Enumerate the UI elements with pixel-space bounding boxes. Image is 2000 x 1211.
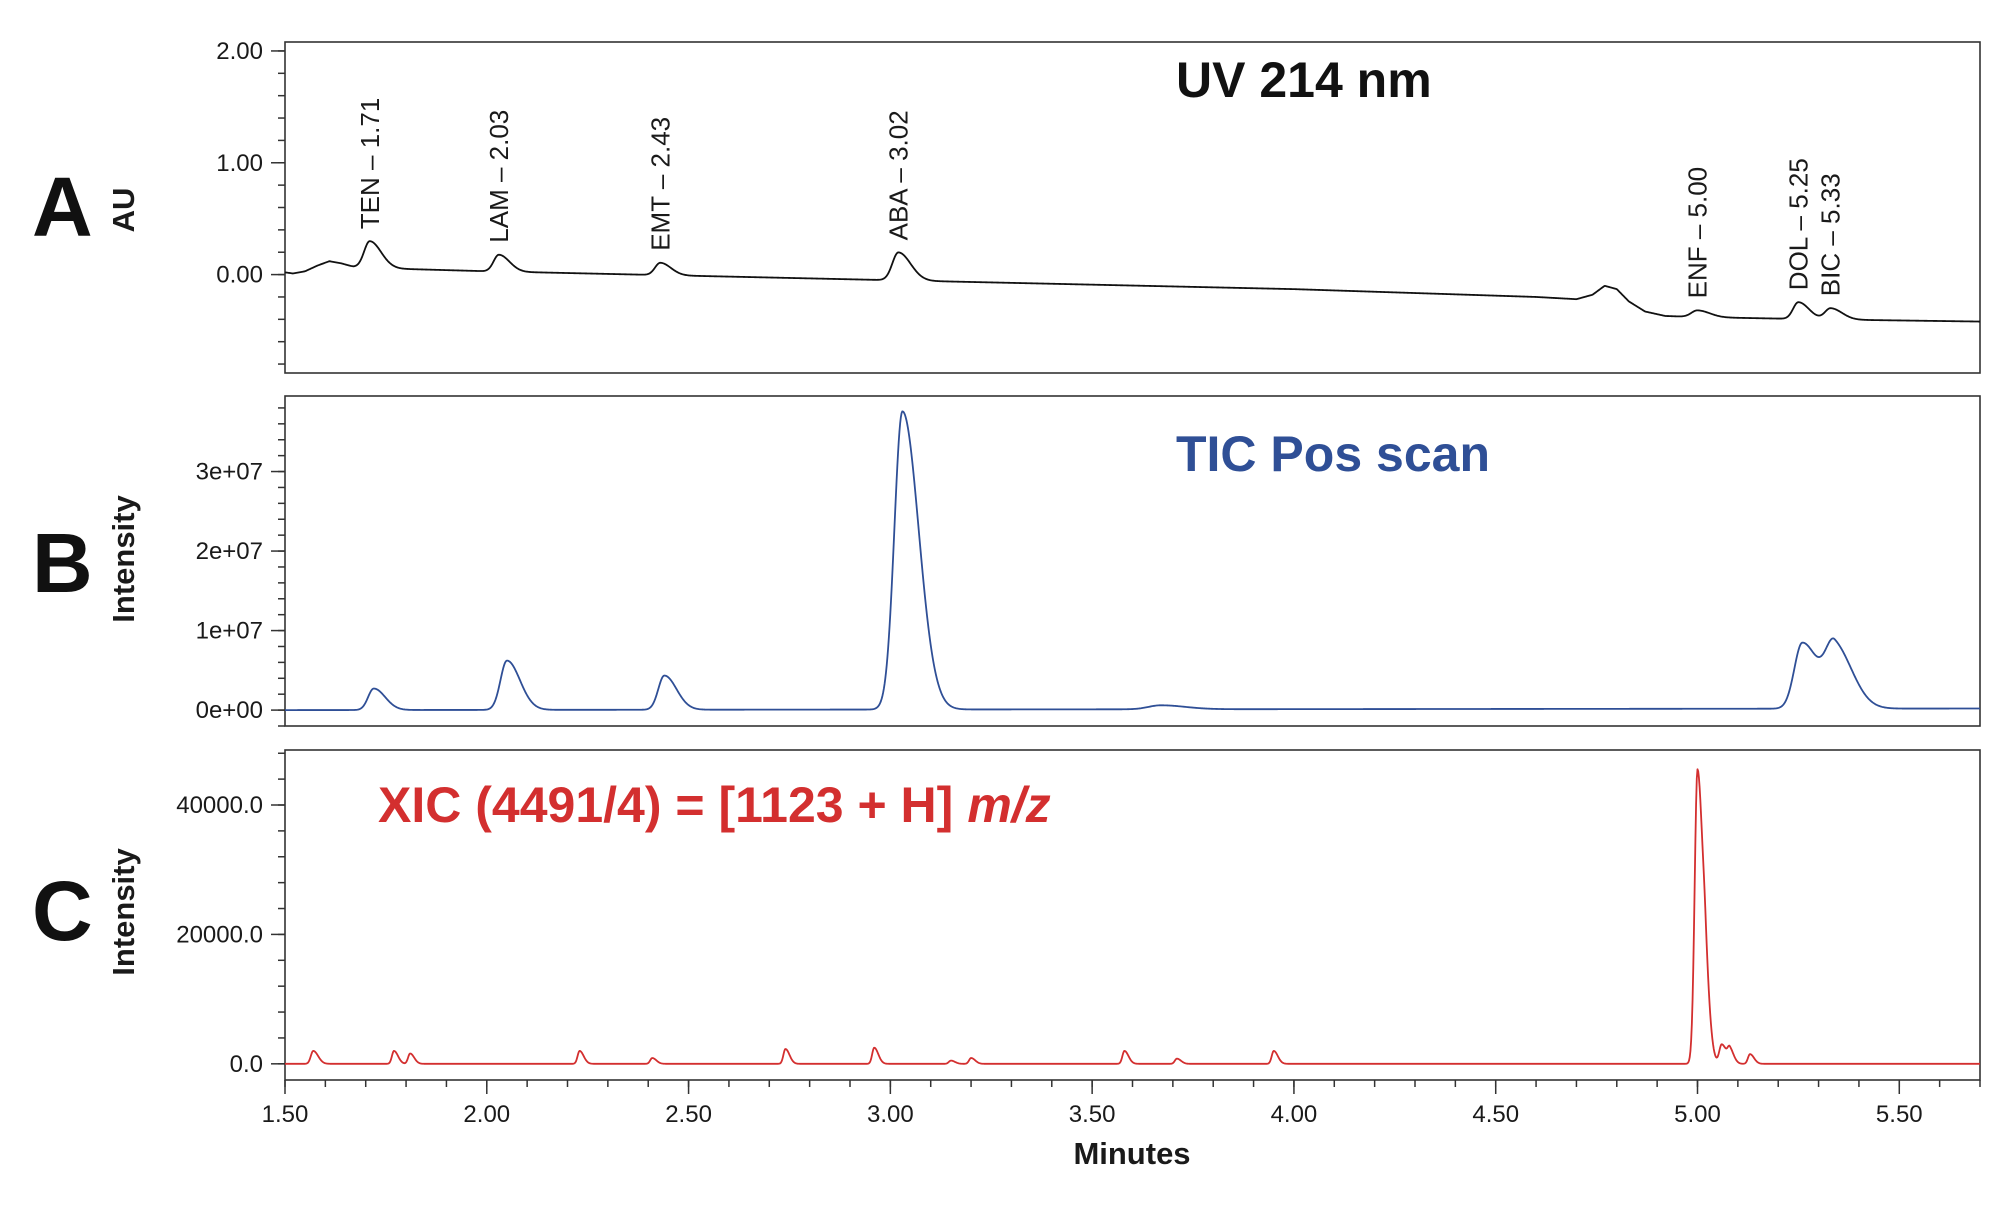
peak-label: ENF – 5.00	[1683, 167, 1713, 299]
y-tick-label: 1e+07	[196, 618, 263, 645]
panel-a-y-axis-label: AU	[106, 188, 141, 233]
panel-c-letter: C	[32, 864, 93, 958]
panel-b: B Intensity TIC Pos scan 3e+07 2e+07 1e+07…	[32, 395, 1981, 727]
panel-a-trace	[284, 240, 1981, 323]
peak-label: TEN – 1.71	[355, 98, 385, 230]
y-tick-label: 2e+07	[196, 538, 263, 565]
x-tick-label: 2.00	[463, 1101, 510, 1128]
panel-c-title-main: XIC (4491/4) = [1123 + H]	[378, 777, 953, 833]
y-tick-label: 2.00	[216, 38, 263, 65]
x-tick-label: 2.50	[665, 1101, 712, 1128]
chromatogram-line	[284, 240, 1981, 323]
y-tick-label: 1.00	[216, 150, 263, 177]
panel-b-trace	[284, 410, 1981, 711]
peak-label: BIC – 5.33	[1816, 173, 1846, 296]
panel-c-title: XIC (4491/4) = [1123 + H] m/z	[378, 777, 1051, 833]
peak-label: DOL – 5.25	[1783, 158, 1813, 290]
chromatogram-line	[284, 410, 1981, 711]
x-tick-label: 5.00	[1674, 1101, 1721, 1128]
y-tick-label: 40000.0	[176, 792, 263, 819]
peak-label: LAM – 2.03	[484, 110, 514, 243]
x-axis-label: Minutes	[1073, 1136, 1190, 1171]
y-tick-label: 0.0	[230, 1051, 263, 1078]
panel-c-y-axis-label: Intensity	[106, 848, 141, 976]
panel-c-y-axis: 40000.0 20000.0 0.0	[176, 752, 285, 1078]
panel-b-title: TIC Pos scan	[1176, 426, 1490, 482]
panel-a-peak-labels: TEN – 1.71 LAM – 2.03 EMT – 2.43 ABA – 3.02…	[355, 98, 1846, 299]
panel-c: C Intensity XIC (4491/4) = [1123 + H] m/z…	[32, 749, 1981, 1171]
y-tick-label: 0e+00	[196, 697, 263, 724]
panel-a-plot-frame	[284, 41, 1981, 374]
x-tick-label: 4.00	[1271, 1101, 1318, 1128]
peak-label: EMT – 2.43	[645, 117, 675, 251]
y-tick-label: 0.00	[216, 262, 263, 289]
y-tick-label: 3e+07	[196, 459, 263, 486]
panel-b-y-axis-label: Intensity	[106, 495, 141, 623]
peak-label: ABA – 3.02	[883, 110, 913, 240]
panel-a-title: UV 214 nm	[1176, 52, 1432, 108]
panel-b-y-axis: 3e+07 2e+07 1e+07 0e+00	[196, 407, 285, 727]
chromatogram-line	[284, 768, 1981, 1065]
x-tick-label: 3.00	[867, 1101, 914, 1128]
panel-a-y-axis: 2.00 1.00 0.00	[216, 38, 285, 365]
x-tick-label: 1.50	[262, 1101, 309, 1128]
panel-a: A AU UV 214 nm 2.00 1.00 0.00 TEN – 1.71 LA…	[32, 38, 1981, 374]
panel-c-title-unit: m/z	[967, 777, 1050, 833]
panel-c-x-axis: 1.50 2.00 2.50 3.00 3.50 4.00 4.50 5.00 5.50	[262, 1080, 1981, 1128]
x-tick-label: 3.50	[1069, 1101, 1116, 1128]
panel-b-plot-frame	[284, 395, 1981, 727]
y-tick-label: 20000.0	[176, 921, 263, 948]
panel-a-letter: A	[32, 160, 93, 254]
x-tick-label: 5.50	[1876, 1101, 1923, 1128]
x-tick-label: 4.50	[1472, 1101, 1519, 1128]
panel-b-letter: B	[32, 516, 93, 610]
panel-c-trace	[284, 768, 1981, 1065]
